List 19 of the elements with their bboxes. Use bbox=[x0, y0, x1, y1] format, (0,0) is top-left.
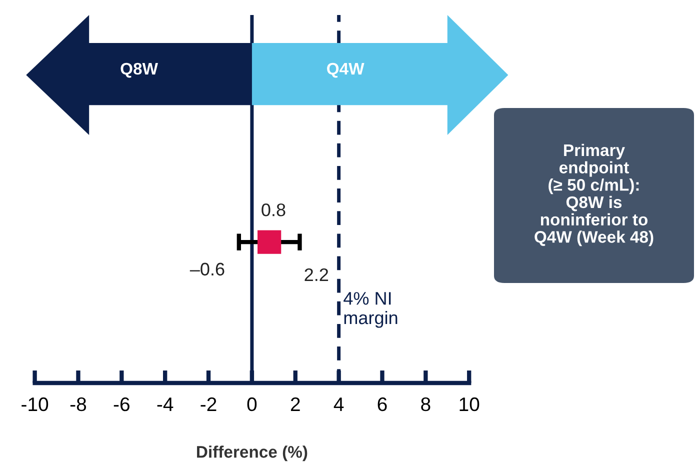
x-tick-label: -6 bbox=[114, 397, 130, 412]
x-tick-label: 2 bbox=[290, 397, 300, 411]
x-tick-label: -2 bbox=[200, 397, 216, 411]
x-tick-label: -10 bbox=[22, 397, 48, 412]
x-tick-label: 0 bbox=[247, 397, 257, 412]
x-tick-label: -4 bbox=[157, 398, 174, 411]
x-axis-title: Difference (%) bbox=[197, 446, 308, 462]
x-tick-label: 6 bbox=[378, 397, 387, 412]
x-tick-label: 10 bbox=[460, 397, 480, 412]
annotation: Q8W bbox=[120, 62, 158, 78]
ref-line-label: 4% NI margin bbox=[344, 292, 398, 328]
x-tick-label: 8 bbox=[421, 397, 430, 412]
annotation: –0.6 bbox=[190, 262, 224, 276]
data-label: 0.8 bbox=[262, 203, 286, 216]
x-tick-label: -8 bbox=[70, 397, 86, 412]
x-tick-label: 4 bbox=[334, 398, 344, 411]
text: Primary endpoint (≥ 50 c/mL): Q8W is noninferior to Q4W (Week 48) bbox=[534, 144, 654, 246]
annotation: 2.2 bbox=[304, 268, 328, 281]
annotation: Q4W bbox=[327, 62, 364, 78]
